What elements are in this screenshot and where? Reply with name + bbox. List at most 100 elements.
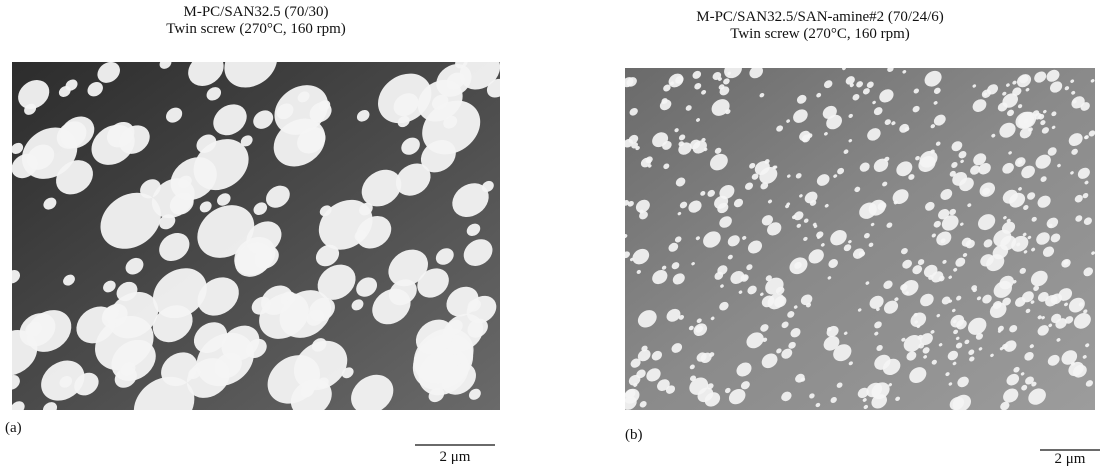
particle: [795, 173, 802, 179]
particle: [97, 62, 120, 83]
particle: [1001, 343, 1008, 350]
particle: [1048, 223, 1053, 228]
particle: [1051, 125, 1056, 130]
particle: [1027, 235, 1032, 240]
particle: [1025, 308, 1031, 314]
particle: [1035, 154, 1051, 169]
particle: [1012, 87, 1022, 96]
particle: [159, 232, 190, 262]
particle: [761, 295, 775, 308]
particle: [951, 141, 963, 152]
particle: [740, 381, 750, 390]
particle: [21, 127, 78, 179]
particle: [633, 383, 638, 387]
particle: [905, 291, 909, 295]
particle: [711, 99, 730, 116]
particle: [922, 347, 930, 354]
particle: [824, 132, 828, 136]
particle: [452, 183, 489, 217]
particle: [397, 116, 410, 128]
particle: [978, 162, 991, 175]
particle: [849, 83, 854, 88]
particle: [874, 321, 882, 329]
particle: [290, 378, 332, 410]
particle: [793, 305, 798, 309]
particle: [691, 262, 695, 266]
particle: [976, 296, 982, 301]
particle: [1040, 176, 1047, 182]
particle: [178, 175, 192, 189]
particle: [972, 84, 977, 88]
particle: [1073, 313, 1091, 329]
particle: [924, 70, 942, 87]
particle: [800, 294, 813, 306]
particle: [787, 311, 795, 318]
particle: [630, 358, 641, 368]
particle: [1036, 232, 1050, 245]
particle: [793, 109, 808, 123]
particle: [863, 404, 869, 410]
particle: [792, 215, 797, 220]
particle: [1037, 195, 1051, 208]
particle: [679, 201, 688, 209]
particle: [1031, 216, 1037, 222]
particle: [884, 119, 891, 126]
particle: [986, 84, 999, 95]
particle: [876, 345, 883, 351]
particle: [967, 203, 972, 208]
particle: [869, 295, 884, 309]
particle: [351, 374, 394, 410]
particle: [872, 100, 876, 105]
particle: [159, 214, 176, 230]
particle: [749, 162, 756, 169]
particle: [701, 89, 707, 95]
particle: [448, 354, 462, 367]
particle: [1085, 343, 1090, 348]
particle: [481, 180, 494, 193]
particle: [775, 286, 785, 295]
particle: [1024, 351, 1034, 361]
particle: [733, 198, 744, 208]
particle: [1037, 315, 1042, 320]
particle: [975, 333, 983, 340]
particle: [901, 337, 906, 342]
particle: [935, 141, 941, 146]
particle: [1051, 111, 1057, 117]
particle: [909, 367, 927, 384]
particle: [986, 254, 1005, 272]
particle: [993, 280, 1012, 298]
particle: [1082, 192, 1089, 199]
particle: [1017, 104, 1023, 109]
particle: [432, 94, 449, 110]
particle: [902, 70, 907, 74]
particle: [197, 277, 239, 316]
particle: [652, 132, 669, 148]
particle: [395, 163, 431, 196]
particle: [816, 174, 830, 186]
particle: [787, 174, 791, 178]
particle: [967, 317, 987, 335]
particle: [836, 382, 843, 388]
particle: [809, 393, 815, 399]
particle: [1085, 380, 1093, 387]
particle: [1030, 270, 1048, 287]
particle: [714, 147, 722, 154]
particle: [938, 343, 943, 347]
particle: [701, 137, 706, 142]
particle: [848, 113, 853, 118]
particle: [796, 94, 807, 104]
particle: [25, 321, 43, 338]
particle: [870, 222, 875, 227]
particle: [1031, 247, 1036, 252]
particle: [1003, 216, 1007, 220]
particle: [251, 296, 271, 315]
particle: [637, 310, 657, 328]
micrograph-particles: [625, 68, 1095, 410]
particle: [1043, 109, 1047, 114]
particle: [874, 331, 879, 336]
particle: [1068, 297, 1085, 313]
particle: [1068, 133, 1083, 147]
particle: [920, 293, 934, 307]
particle: [196, 134, 217, 153]
